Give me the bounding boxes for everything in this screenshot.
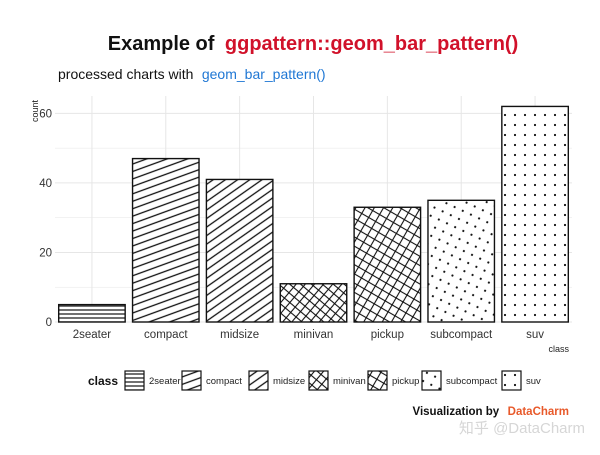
x-tick-label: subcompact xyxy=(430,329,493,341)
legend-key xyxy=(422,371,441,390)
legend-key xyxy=(309,371,328,390)
watermark: 知乎 @DataCharm xyxy=(459,420,585,437)
x-tick-label: pickup xyxy=(371,329,404,341)
legend-title: class xyxy=(88,374,118,388)
legend-item-compact: compact xyxy=(182,371,242,390)
bar-minivan xyxy=(280,284,346,322)
legend-key xyxy=(249,371,268,390)
chart-subtitle: processed charts with geom_bar_pattern() xyxy=(58,66,326,83)
chart-title: Example of ggpattern::geom_bar_pattern() xyxy=(108,33,519,55)
bar-midsize xyxy=(206,179,272,322)
x-tick-label: minivan xyxy=(294,329,334,341)
legend-item-minivan: minivan xyxy=(309,371,366,390)
bar-suv xyxy=(502,106,568,322)
bar-subcompact xyxy=(428,200,494,322)
legend-key xyxy=(368,371,387,390)
x-tick-labels: 2seater compact midsize minivan pickup subcom… xyxy=(73,329,545,341)
x-axis-title: class xyxy=(548,344,569,354)
bar-pickup xyxy=(354,207,420,322)
y-tick-label: 0 xyxy=(46,317,52,329)
legend-label: pickup xyxy=(392,376,419,387)
chart-title-prefix: Example of xyxy=(108,33,215,55)
legend-item-subcompact: subcompact xyxy=(422,371,498,390)
legend-key xyxy=(502,371,521,390)
chart-subtitle-accent: geom_bar_pattern() xyxy=(202,66,326,82)
legend-item-2seater: 2seater xyxy=(125,371,181,390)
x-tick-label: 2seater xyxy=(73,329,112,341)
legend-label: minivan xyxy=(333,376,366,387)
caption: Visualization by DataCharm xyxy=(412,402,569,419)
y-tick-label: 20 xyxy=(39,247,52,259)
legend-label: midsize xyxy=(273,376,305,387)
bar-2seater xyxy=(59,305,125,322)
x-tick-label: midsize xyxy=(220,329,259,341)
legend-item-midsize: midsize xyxy=(249,371,305,390)
y-tick-label: 40 xyxy=(39,178,52,190)
legend-item-suv: suv xyxy=(502,371,541,390)
bar-compact xyxy=(133,159,199,322)
legend-item-pickup: pickup xyxy=(368,371,419,390)
chart-title-accent: ggpattern::geom_bar_pattern() xyxy=(225,33,518,55)
legend-key xyxy=(182,371,201,390)
legend-label: suv xyxy=(526,376,541,387)
legend-label: compact xyxy=(206,376,242,387)
caption-accent: DataCharm xyxy=(508,406,569,418)
y-tick-labels: 0 20 40 60 xyxy=(39,108,52,329)
legend-key xyxy=(125,371,144,390)
legend: class 2seater compact midsize minivan pickup… xyxy=(88,371,541,390)
x-tick-label: suv xyxy=(526,329,544,341)
caption-prefix: Visualization by xyxy=(412,406,499,418)
legend-label: subcompact xyxy=(446,376,498,387)
y-tick-label: 60 xyxy=(39,108,52,120)
chart-subtitle-prefix: processed charts with xyxy=(58,66,193,82)
x-tick-label: compact xyxy=(144,329,188,341)
legend-label: 2seater xyxy=(149,376,181,387)
